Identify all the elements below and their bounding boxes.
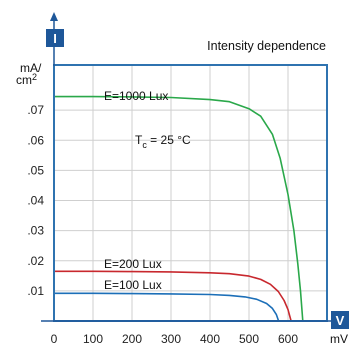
plot-frame bbox=[53, 64, 328, 322]
x-tick-label: 500 bbox=[239, 332, 259, 346]
temperature-rest: = 25 °C bbox=[147, 133, 191, 147]
axis-badges: IV bbox=[46, 29, 349, 329]
series-line-2 bbox=[54, 292, 280, 322]
y-axis-arrow bbox=[50, 12, 58, 21]
y-tick-label: .06 bbox=[27, 133, 44, 147]
x-axis-badge-label: V bbox=[336, 313, 345, 328]
series-labels: E=1000 Lux E=200 Lux E=100 Lux bbox=[104, 89, 168, 292]
series-label-2: E=100 Lux bbox=[104, 278, 162, 292]
y-tick-label: .05 bbox=[27, 163, 44, 177]
y-tick-label: .03 bbox=[27, 224, 44, 238]
y-axis-badge-label: I bbox=[53, 31, 57, 46]
x-unit: mV bbox=[330, 332, 348, 346]
x-tick-label: 400 bbox=[200, 332, 220, 346]
x-axis-badge bbox=[331, 311, 349, 329]
temperature-sub: c bbox=[142, 140, 147, 150]
chart-title: Intensity dependence bbox=[207, 39, 326, 53]
x-tick-label: 0 bbox=[51, 332, 58, 346]
y-unit-cm: cm bbox=[16, 73, 32, 87]
y-tick-label: .02 bbox=[27, 254, 44, 268]
y-tick-label: .04 bbox=[27, 194, 44, 208]
temperature-annotation: Tc = 25 °C bbox=[135, 133, 191, 150]
x-tick-label: 100 bbox=[83, 332, 103, 346]
x-tick-label: 600 bbox=[278, 332, 298, 346]
y-unit-sup: 2 bbox=[32, 72, 37, 82]
x-tick-label: 200 bbox=[122, 332, 142, 346]
x-tick-label: 300 bbox=[161, 332, 181, 346]
series-lines bbox=[54, 95, 304, 322]
series-line-0 bbox=[54, 95, 304, 322]
series-label-0: E=1000 Lux bbox=[104, 89, 168, 103]
series-line-1 bbox=[54, 270, 292, 322]
y-axis-badge bbox=[46, 29, 64, 47]
y-tick-label: .07 bbox=[27, 103, 44, 117]
y-unit-line2: cm2 bbox=[16, 72, 37, 87]
y-unit-line1: mA/ bbox=[20, 61, 42, 75]
axes bbox=[41, 12, 348, 325]
temperature-t: T bbox=[135, 133, 143, 147]
tick-labels: 0 100 200 300 400 500 600 .01 .02 .03 .04 .05 .06 .07 bbox=[27, 103, 298, 346]
y-tick-label: .01 bbox=[27, 284, 44, 298]
series-label-1: E=200 Lux bbox=[104, 257, 162, 271]
grid bbox=[54, 65, 327, 321]
